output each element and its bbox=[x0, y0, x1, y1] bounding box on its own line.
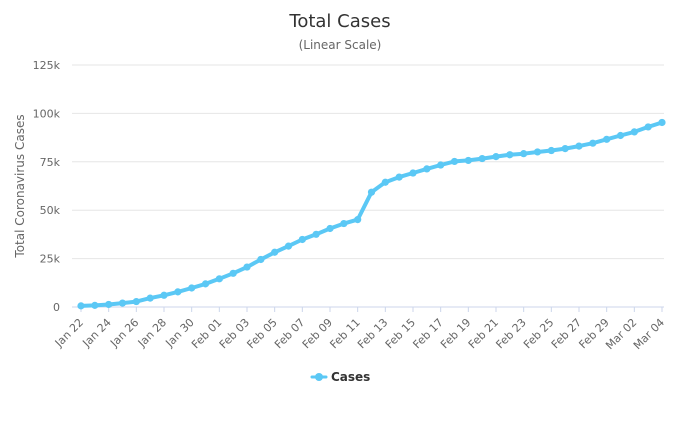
grid-lines bbox=[72, 64, 664, 308]
data-point[interactable] bbox=[450, 157, 459, 166]
data-point[interactable] bbox=[118, 299, 127, 307]
x-tick-label: Jan 26 bbox=[107, 316, 141, 350]
data-point[interactable] bbox=[616, 131, 625, 140]
legend-label-cases: Cases bbox=[331, 370, 370, 384]
data-point[interactable] bbox=[589, 139, 597, 147]
y-tick-label: 125k bbox=[33, 59, 61, 72]
series-line-cases bbox=[79, 120, 664, 308]
data-point[interactable] bbox=[340, 219, 348, 228]
x-tick-label: Feb 05 bbox=[244, 316, 279, 351]
data-point[interactable] bbox=[229, 269, 237, 277]
chart-subtitle: (Linear Scale) bbox=[299, 38, 382, 52]
data-point[interactable] bbox=[409, 169, 417, 177]
y-tick-label: 0 bbox=[53, 301, 60, 314]
data-point[interactable] bbox=[174, 288, 182, 296]
data-point[interactable] bbox=[644, 123, 652, 131]
data-point[interactable] bbox=[215, 275, 223, 283]
data-point[interactable] bbox=[395, 173, 403, 181]
data-point[interactable] bbox=[243, 263, 251, 271]
x-tick-label: Jan 28 bbox=[135, 316, 169, 350]
x-tick-label: Feb 01 bbox=[189, 316, 224, 351]
data-point[interactable] bbox=[478, 154, 486, 163]
x-tick-label: Feb 11 bbox=[327, 316, 362, 351]
data-point[interactable] bbox=[326, 224, 334, 233]
data-point[interactable] bbox=[146, 294, 154, 302]
data-point[interactable] bbox=[520, 150, 528, 158]
data-point[interactable] bbox=[160, 291, 168, 299]
data-point[interactable] bbox=[105, 300, 113, 309]
y-tick-label: 25k bbox=[40, 253, 61, 266]
series-cases[interactable] bbox=[77, 118, 666, 310]
data-point[interactable] bbox=[506, 151, 514, 159]
data-point[interactable] bbox=[367, 188, 376, 196]
x-tick-label: Feb 21 bbox=[466, 316, 501, 351]
data-point[interactable] bbox=[312, 230, 320, 238]
data-point[interactable] bbox=[547, 146, 555, 155]
data-point[interactable] bbox=[77, 302, 85, 310]
data-point[interactable] bbox=[188, 284, 196, 292]
x-tick-label: Feb 23 bbox=[493, 316, 528, 351]
data-point[interactable] bbox=[132, 297, 140, 306]
data-point[interactable] bbox=[492, 153, 500, 161]
data-point[interactable] bbox=[575, 142, 583, 150]
data-point[interactable] bbox=[437, 161, 445, 169]
data-point[interactable] bbox=[354, 216, 362, 224]
data-point[interactable] bbox=[630, 128, 638, 136]
y-axis-ticks: 0 25k 50k 75k 100k 125k bbox=[33, 59, 61, 314]
x-tick-label: Feb 19 bbox=[438, 316, 473, 351]
data-point[interactable] bbox=[381, 178, 389, 186]
x-tick-label: Jan 24 bbox=[80, 316, 114, 350]
x-tick-label: Mar 04 bbox=[631, 316, 667, 352]
data-point[interactable] bbox=[257, 255, 265, 264]
x-tick-label: Feb 13 bbox=[355, 316, 390, 351]
data-point[interactable] bbox=[201, 280, 210, 288]
data-point[interactable] bbox=[603, 135, 611, 143]
x-tick-label: Feb 25 bbox=[521, 316, 556, 351]
legend-dot-marker bbox=[315, 373, 323, 381]
y-tick-label: 75k bbox=[40, 156, 61, 169]
y-tick-label: 100k bbox=[33, 107, 61, 120]
x-tick-label: Feb 17 bbox=[410, 316, 445, 351]
data-point[interactable] bbox=[464, 156, 472, 165]
x-tick-label: Feb 07 bbox=[272, 316, 307, 351]
x-tick-label: Feb 27 bbox=[549, 316, 584, 351]
data-point[interactable] bbox=[298, 235, 306, 244]
legend[interactable]: Cases bbox=[310, 370, 370, 384]
y-tick-label: 50k bbox=[40, 204, 61, 217]
data-point[interactable] bbox=[533, 148, 542, 156]
data-point[interactable] bbox=[561, 144, 569, 153]
x-tick-label: Feb 09 bbox=[300, 316, 335, 351]
x-tick-label: Feb 15 bbox=[383, 316, 418, 351]
data-point[interactable] bbox=[658, 118, 666, 127]
data-point[interactable] bbox=[423, 165, 431, 173]
y-axis-title: Total Coronavirus Cases bbox=[13, 114, 27, 258]
data-point[interactable] bbox=[91, 301, 99, 309]
x-tick-label: Jan 22 bbox=[52, 316, 86, 350]
data-point[interactable] bbox=[284, 242, 293, 250]
x-tick-label: Feb 03 bbox=[217, 316, 252, 351]
data-point[interactable] bbox=[271, 248, 279, 256]
chart-title: Total Cases bbox=[288, 11, 390, 32]
